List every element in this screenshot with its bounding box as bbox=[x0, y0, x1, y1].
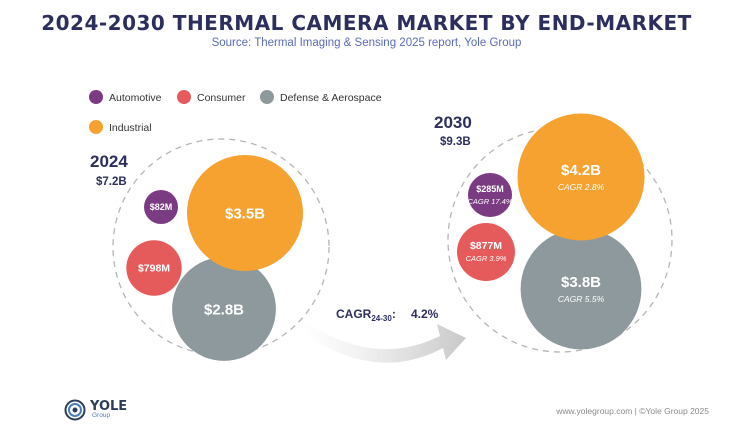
bubble-2030-automotive: $285M CAGR 17.4% bbox=[467, 173, 513, 217]
bubble-2024-industrial-circle bbox=[187, 155, 303, 271]
bubble-2030-consumer: $877M CAGR 3.9% bbox=[457, 223, 515, 281]
legend: Automotive Consumer Defense & Aerospace … bbox=[89, 90, 382, 134]
bubble-2024-consumer-circle bbox=[126, 240, 182, 296]
chart-subtitle: Source: Thermal Imaging & Sensing 2025 r… bbox=[211, 37, 522, 49]
bubble-2030-defense-value: $3.8B bbox=[561, 274, 601, 291]
bubble-2030-industrial-circle bbox=[517, 113, 645, 241]
bubble-2030-defense-cagr: CAGR 5.5% bbox=[558, 294, 605, 304]
overall-cagr-value: 4.2% bbox=[411, 307, 439, 321]
legend-swatch-industrial bbox=[89, 120, 103, 134]
bubble-2024-automotive-circle bbox=[144, 190, 178, 224]
group-2030: 2030 $9.3B $285M CAGR 17.4% $877M CAGR 3.9%… bbox=[434, 113, 673, 353]
legend-item-industrial: Industrial bbox=[89, 120, 152, 134]
bubbles-2024: $82M $798M $2.8B $3.5B bbox=[126, 155, 303, 361]
legend-item-defense: Defense & Aerospace bbox=[260, 90, 382, 104]
bubbles-2030: $285M CAGR 17.4% $877M CAGR 3.9% $3.8B CAGR 5… bbox=[457, 113, 645, 350]
bubble-2030-defense-circle bbox=[520, 228, 642, 350]
bubble-2024-automotive-value: $82M bbox=[150, 202, 173, 212]
yole-logo-sub: Group bbox=[92, 412, 111, 420]
bubble-2024-industrial: $3.5B bbox=[187, 155, 303, 271]
legend-swatch-defense bbox=[260, 90, 274, 104]
bubble-2030-consumer-value: $877M bbox=[470, 240, 502, 252]
bubble-2024-defense-value: $2.8B bbox=[204, 301, 244, 318]
bubble-2030-automotive-value: $285M bbox=[476, 184, 504, 194]
yole-logo-main: YOLE bbox=[90, 399, 128, 415]
overall-cagr-colon: : bbox=[392, 307, 396, 321]
legend-swatch-consumer bbox=[177, 90, 191, 104]
bubble-2030-automotive-circle bbox=[468, 173, 512, 217]
bubble-2030-industrial-value: $4.2B bbox=[561, 162, 601, 179]
legend-item-consumer: Consumer bbox=[177, 90, 246, 104]
overall-cagr-subscript: 24-30 bbox=[371, 314, 392, 323]
bubble-2030-automotive-cagr: CAGR 17.4% bbox=[467, 197, 512, 206]
group-2030-total: $9.3B bbox=[440, 136, 471, 148]
group-2024: 2024 $7.2B $82M $798M $2.8B $3.5B bbox=[90, 138, 330, 361]
bubble-2024-defense-circle bbox=[172, 257, 276, 361]
yole-logo: YOLE Group bbox=[64, 399, 127, 421]
bubble-2024-consumer: $798M bbox=[126, 240, 182, 296]
yole-logo-icon bbox=[64, 399, 86, 421]
overall-cagr: CAGR24-30: 4.2% bbox=[336, 307, 439, 323]
group-2024-year: 2024 bbox=[90, 152, 128, 171]
bubble-2024-defense: $2.8B bbox=[172, 257, 276, 361]
legend-item-automotive: Automotive bbox=[89, 90, 162, 104]
group-2024-total: $7.2B bbox=[96, 176, 127, 188]
growth-arrow bbox=[302, 322, 466, 363]
footer-copyright: www.yolegroup.com | ©Yole Group 2025 bbox=[556, 406, 709, 416]
bubble-2030-consumer-circle bbox=[457, 223, 515, 281]
chart-title: 2024-2030 THERMAL CAMERA MARKET BY END-M… bbox=[41, 11, 692, 35]
bubble-2024-consumer-value: $798M bbox=[138, 263, 170, 275]
group-2030-outline bbox=[447, 127, 673, 353]
legend-label-consumer: Consumer bbox=[197, 92, 246, 104]
legend-swatch-automotive bbox=[89, 90, 103, 104]
legend-label-industrial: Industrial bbox=[109, 122, 152, 134]
legend-label-automotive: Automotive bbox=[109, 92, 162, 104]
bubble-2030-industrial-cagr: CAGR 2.8% bbox=[558, 182, 605, 192]
bubble-2030-defense: $3.8B CAGR 5.5% bbox=[520, 228, 642, 350]
overall-cagr-prefix: CAGR bbox=[336, 307, 372, 321]
bubble-2030-consumer-cagr: CAGR 3.9% bbox=[466, 254, 507, 263]
overall-cagr-label: CAGR24-30: bbox=[336, 307, 396, 323]
bubble-2030-industrial: $4.2B CAGR 2.8% bbox=[517, 113, 645, 241]
legend-label-defense: Defense & Aerospace bbox=[280, 92, 382, 104]
yole-logo-text: YOLE Group bbox=[90, 400, 127, 420]
bubble-2024-automotive: $82M bbox=[144, 190, 178, 224]
bubble-2024-industrial-value: $3.5B bbox=[225, 205, 265, 222]
group-2030-year: 2030 bbox=[434, 113, 472, 132]
